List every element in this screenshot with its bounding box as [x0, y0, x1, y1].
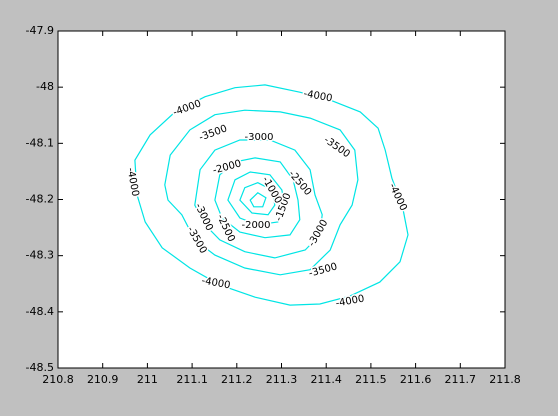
x-tick-label: 211	[137, 373, 158, 386]
contour-label: -3000	[244, 132, 273, 143]
contour-line	[214, 157, 301, 239]
x-tick-label: 211.5	[355, 373, 387, 386]
y-tick-label: -48.1	[26, 136, 54, 149]
contour-line	[194, 139, 323, 259]
plot-area	[58, 31, 505, 368]
contour-line	[164, 109, 359, 276]
x-tick-label: 211.4	[310, 373, 342, 386]
y-tick-label: -47.9	[26, 24, 54, 37]
contour-line	[134, 84, 409, 306]
y-tick-label: -48.5	[26, 361, 54, 374]
x-tick-label: 211.1	[176, 373, 208, 386]
x-tick-label: 211.6	[400, 373, 432, 386]
y-tick-label: -48	[36, 80, 54, 93]
contour-line	[249, 192, 267, 208]
x-tick-label: 211.8	[489, 373, 521, 386]
contour-line	[239, 182, 276, 216]
axes-box	[57, 30, 506, 369]
x-tick-label: 211.3	[266, 373, 298, 386]
x-tick-label: 211.2	[221, 373, 253, 386]
contour-line	[227, 171, 286, 226]
x-tick-label: 210.8	[42, 373, 74, 386]
y-tick-label: -48.4	[26, 305, 54, 318]
y-tick-label: -48.2	[26, 193, 54, 206]
x-tick-label: 211.7	[445, 373, 477, 386]
contour-label: -2000	[241, 220, 270, 231]
y-tick-label: -48.3	[26, 249, 54, 262]
x-tick-label: 210.9	[87, 373, 119, 386]
